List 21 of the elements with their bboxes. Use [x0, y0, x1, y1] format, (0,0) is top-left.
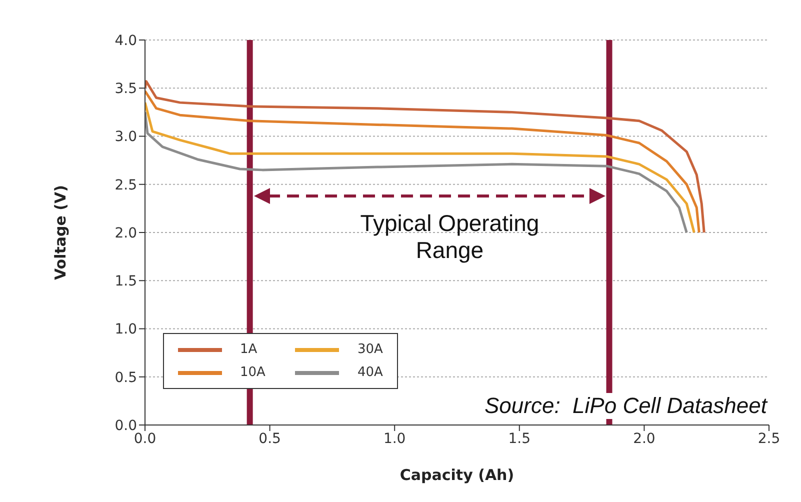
y-tick-label: 4.0: [114, 32, 137, 49]
annotation: Source: LiPo Cell Datasheet: [480, 393, 767, 419]
x-tick-label: 0.5: [258, 430, 281, 447]
x-tick-label: 1.0: [383, 430, 406, 447]
x-tick-label: 2.5: [758, 430, 780, 447]
y-tick-label: 3.5: [114, 81, 137, 98]
y-tick-label: 1.5: [114, 274, 137, 290]
y-tick-label: 2.0: [114, 225, 137, 242]
x-axis-title: Capacity (Ah): [400, 466, 514, 484]
legend-label: 30A: [357, 342, 383, 357]
legend-label: 40A: [357, 365, 383, 380]
x-tick-label: 1.5: [508, 430, 531, 447]
y-tick-label: 2.5: [114, 177, 137, 194]
y-axis-title: Voltage (V): [51, 185, 70, 280]
legend-label: 10A: [240, 365, 266, 380]
annotation: Typical Operating Range: [359, 210, 540, 264]
x-tick-label: 2.0: [633, 430, 656, 447]
y-tick-label: 3.0: [114, 129, 137, 146]
y-tick-label: 0.5: [114, 370, 137, 386]
y-tick-label: 1.0: [114, 322, 137, 338]
legend-label: 1A: [240, 342, 258, 357]
